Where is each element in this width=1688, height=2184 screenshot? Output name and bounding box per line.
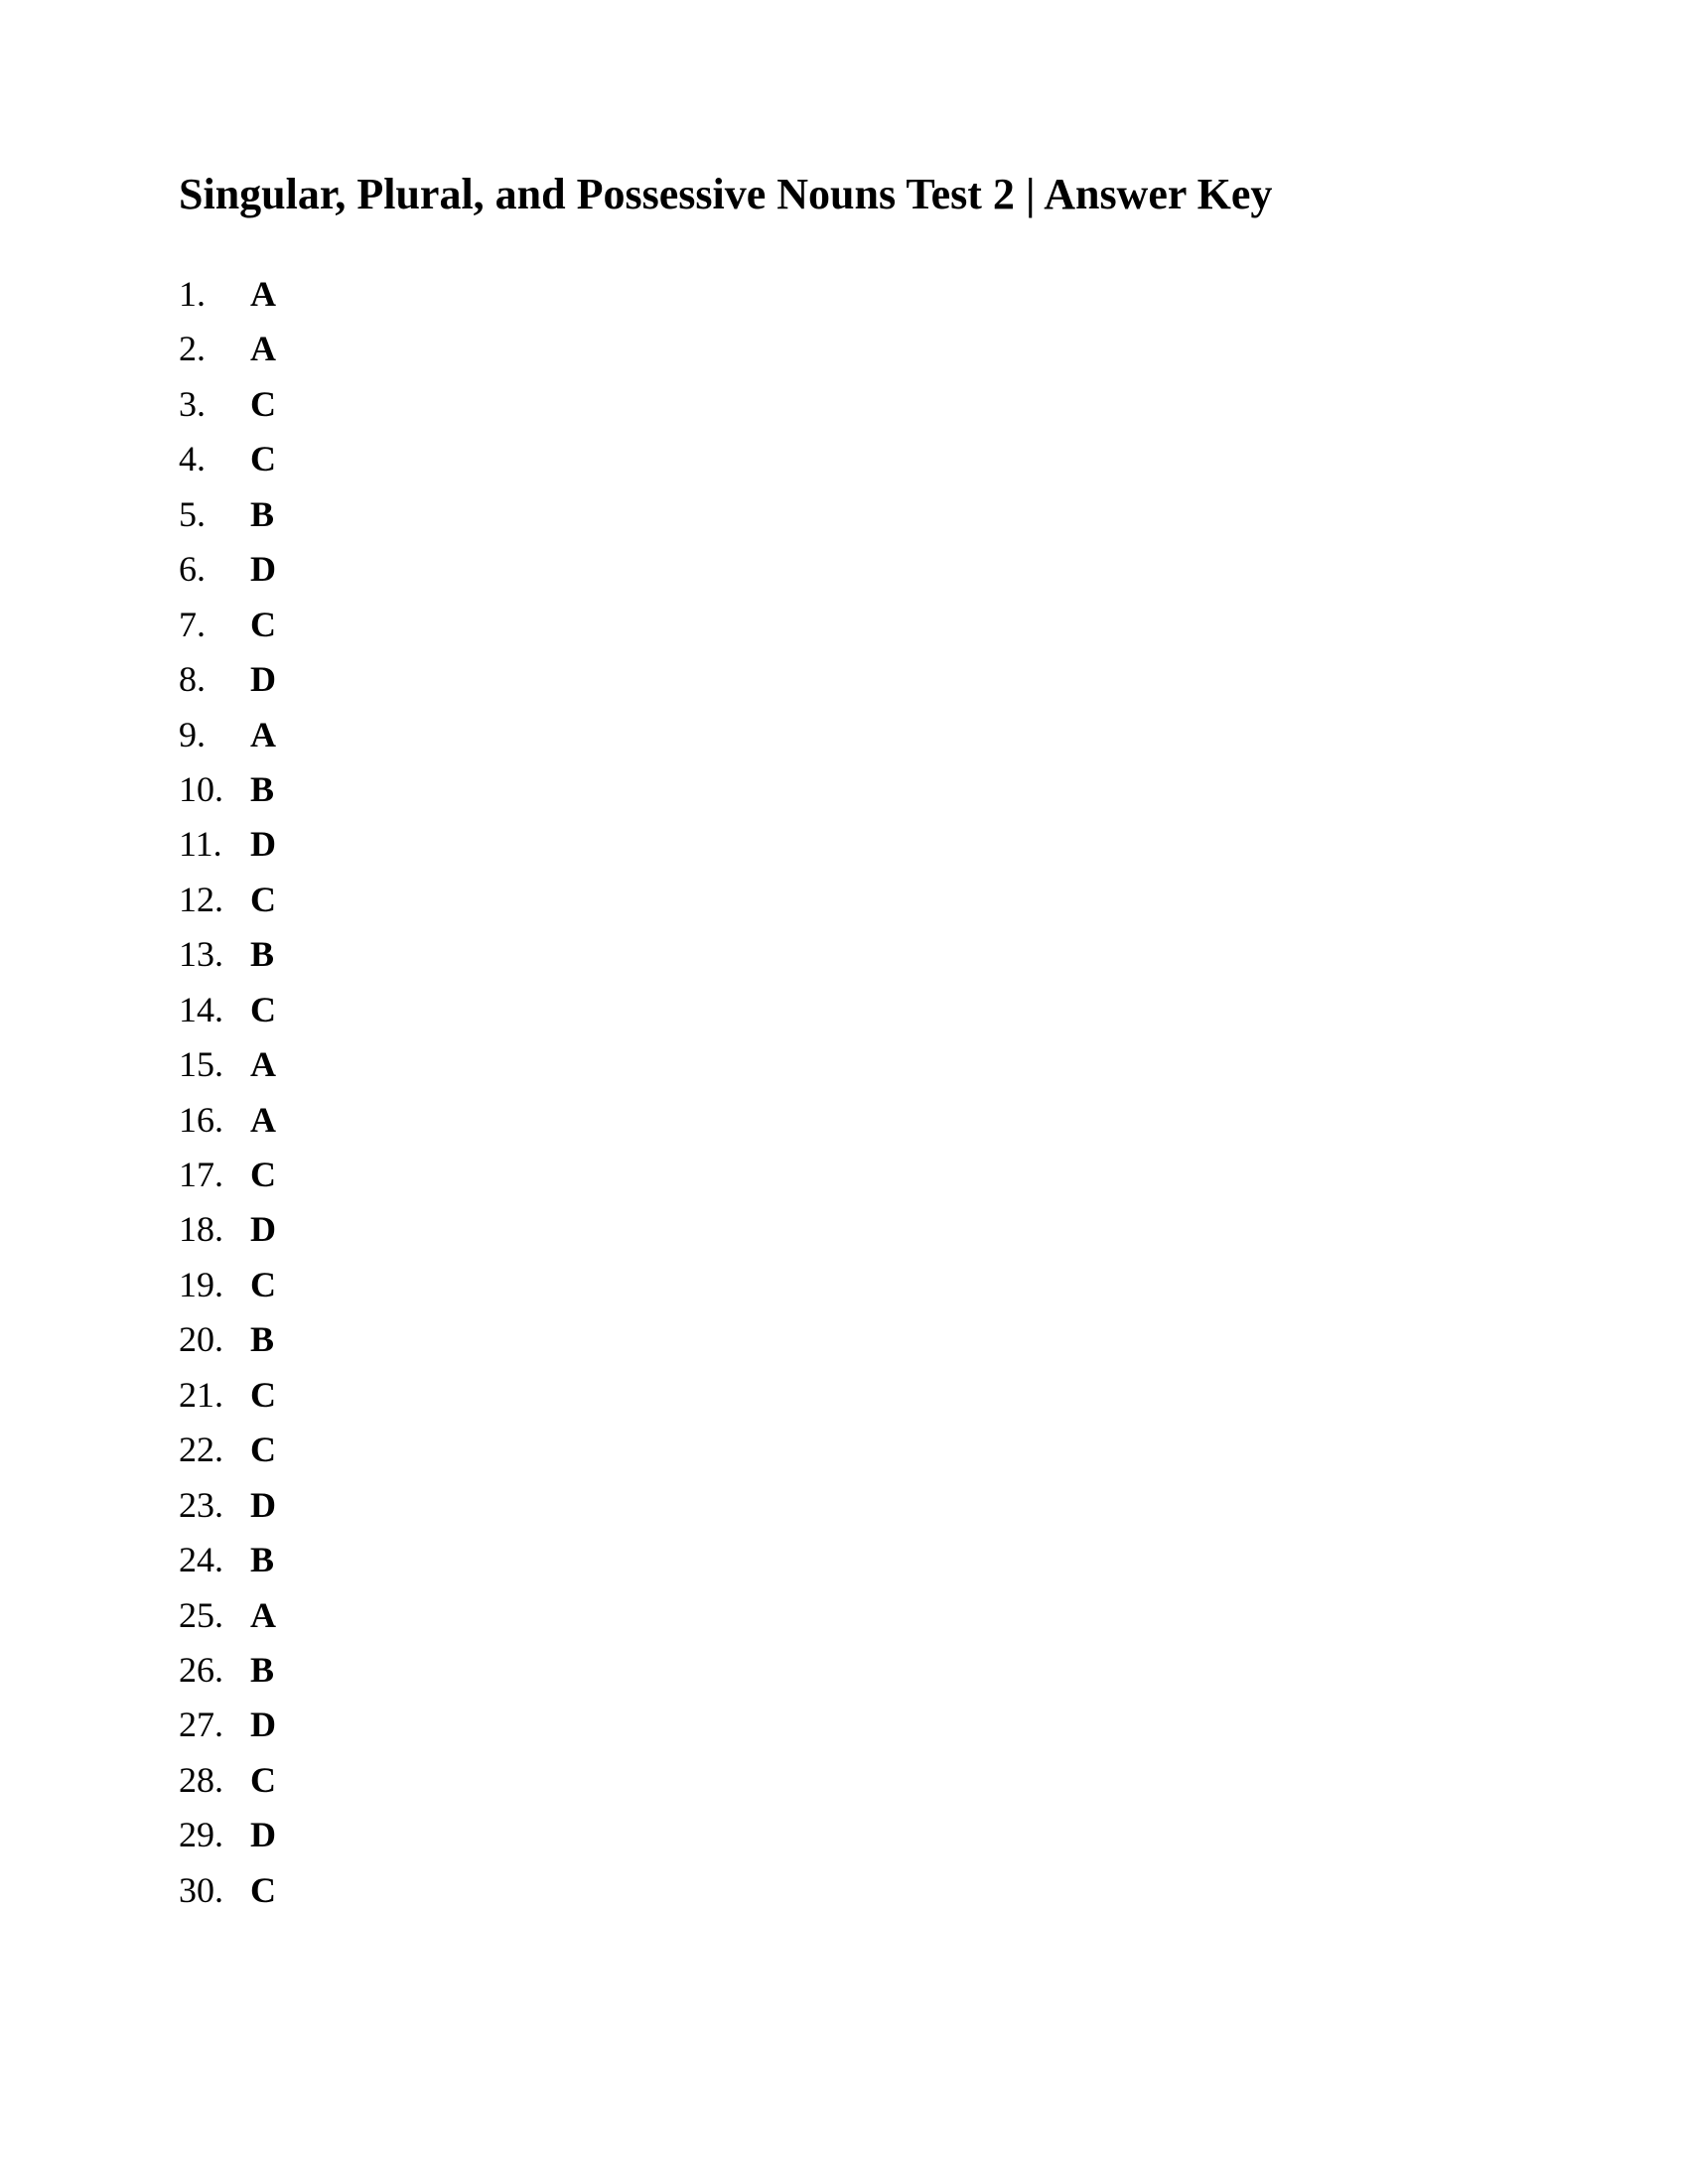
- answer-row: 2.A: [179, 322, 1509, 376]
- answer-number: 1.: [179, 267, 250, 322]
- answer-number: 15.: [179, 1037, 250, 1092]
- answer-value: D: [250, 817, 276, 872]
- answer-row: 9.A: [179, 708, 1509, 762]
- answer-row: 16.A: [179, 1093, 1509, 1148]
- answer-number: 2.: [179, 322, 250, 376]
- answer-row: 11.D: [179, 817, 1509, 872]
- answer-number: 13.: [179, 927, 250, 982]
- answer-row: 7.C: [179, 598, 1509, 652]
- answer-value: C: [250, 1258, 276, 1312]
- answer-number: 21.: [179, 1368, 250, 1423]
- answer-row: 18.D: [179, 1202, 1509, 1257]
- answer-number: 8.: [179, 652, 250, 707]
- answer-row: 21.C: [179, 1368, 1509, 1423]
- answer-row: 24.B: [179, 1533, 1509, 1587]
- answer-value: A: [250, 1037, 276, 1092]
- answer-number: 17.: [179, 1148, 250, 1202]
- answer-row: 15.A: [179, 1037, 1509, 1092]
- answer-number: 6.: [179, 542, 250, 597]
- answer-value: C: [250, 432, 276, 486]
- answer-row: 19.C: [179, 1258, 1509, 1312]
- answer-row: 20.B: [179, 1312, 1509, 1367]
- answer-row: 5.B: [179, 487, 1509, 542]
- answer-value: B: [250, 1312, 274, 1367]
- answer-value: C: [250, 873, 276, 927]
- answer-number: 23.: [179, 1478, 250, 1533]
- answer-number: 12.: [179, 873, 250, 927]
- answer-row: 25.A: [179, 1588, 1509, 1643]
- answer-value: D: [250, 542, 276, 597]
- answer-number: 27.: [179, 1698, 250, 1752]
- answer-value: C: [250, 1863, 276, 1918]
- answer-value: D: [250, 652, 276, 707]
- answer-row: 23.D: [179, 1478, 1509, 1533]
- answer-value: D: [250, 1808, 276, 1862]
- answer-row: 14.C: [179, 983, 1509, 1037]
- answer-number: 3.: [179, 377, 250, 432]
- answer-row: 26.B: [179, 1643, 1509, 1698]
- answer-row: 22.C: [179, 1423, 1509, 1477]
- answer-value: D: [250, 1478, 276, 1533]
- answer-number: 11.: [179, 817, 250, 872]
- answer-row: 27.D: [179, 1698, 1509, 1752]
- answer-number: 20.: [179, 1312, 250, 1367]
- answer-number: 29.: [179, 1808, 250, 1862]
- answer-value: A: [250, 1588, 276, 1643]
- answer-row: 28.C: [179, 1753, 1509, 1808]
- answer-value: D: [250, 1698, 276, 1752]
- answer-value: C: [250, 1753, 276, 1808]
- answer-row: 17.C: [179, 1148, 1509, 1202]
- answer-number: 19.: [179, 1258, 250, 1312]
- answer-number: 26.: [179, 1643, 250, 1698]
- answer-value: C: [250, 1148, 276, 1202]
- answer-number: 14.: [179, 983, 250, 1037]
- answer-number: 22.: [179, 1423, 250, 1477]
- answer-row: 8.D: [179, 652, 1509, 707]
- answer-value: C: [250, 1423, 276, 1477]
- answer-value: C: [250, 983, 276, 1037]
- answer-value: B: [250, 487, 274, 542]
- answer-number: 24.: [179, 1533, 250, 1587]
- answer-value: B: [250, 1533, 274, 1587]
- answer-number: 4.: [179, 432, 250, 486]
- answer-number: 16.: [179, 1093, 250, 1148]
- answer-number: 25.: [179, 1588, 250, 1643]
- answer-value: A: [250, 708, 276, 762]
- answer-value: C: [250, 377, 276, 432]
- answer-value: C: [250, 598, 276, 652]
- answer-value: B: [250, 927, 274, 982]
- answer-row: 10.B: [179, 762, 1509, 817]
- answer-value: B: [250, 1643, 274, 1698]
- answer-number: 10.: [179, 762, 250, 817]
- answer-row: 3.C: [179, 377, 1509, 432]
- answer-number: 7.: [179, 598, 250, 652]
- answer-value: D: [250, 1202, 276, 1257]
- answer-number: 9.: [179, 708, 250, 762]
- answer-value: A: [250, 1093, 276, 1148]
- answer-row: 12.C: [179, 873, 1509, 927]
- answer-row: 13.B: [179, 927, 1509, 982]
- answer-number: 18.: [179, 1202, 250, 1257]
- answer-row: 1.A: [179, 267, 1509, 322]
- answer-row: 30.C: [179, 1863, 1509, 1918]
- answer-value: A: [250, 322, 276, 376]
- answer-row: 6.D: [179, 542, 1509, 597]
- answer-number: 28.: [179, 1753, 250, 1808]
- answer-number: 5.: [179, 487, 250, 542]
- answer-row: 29.D: [179, 1808, 1509, 1862]
- answer-value: C: [250, 1368, 276, 1423]
- answer-list: 1.A2.A3.C4.C5.B6.D7.C8.D9.A10.B11.D12.C1…: [179, 267, 1509, 1918]
- answer-row: 4.C: [179, 432, 1509, 486]
- answer-number: 30.: [179, 1863, 250, 1918]
- page-title: Singular, Plural, and Possessive Nouns T…: [179, 169, 1509, 219]
- answer-value: A: [250, 267, 276, 322]
- answer-value: B: [250, 762, 274, 817]
